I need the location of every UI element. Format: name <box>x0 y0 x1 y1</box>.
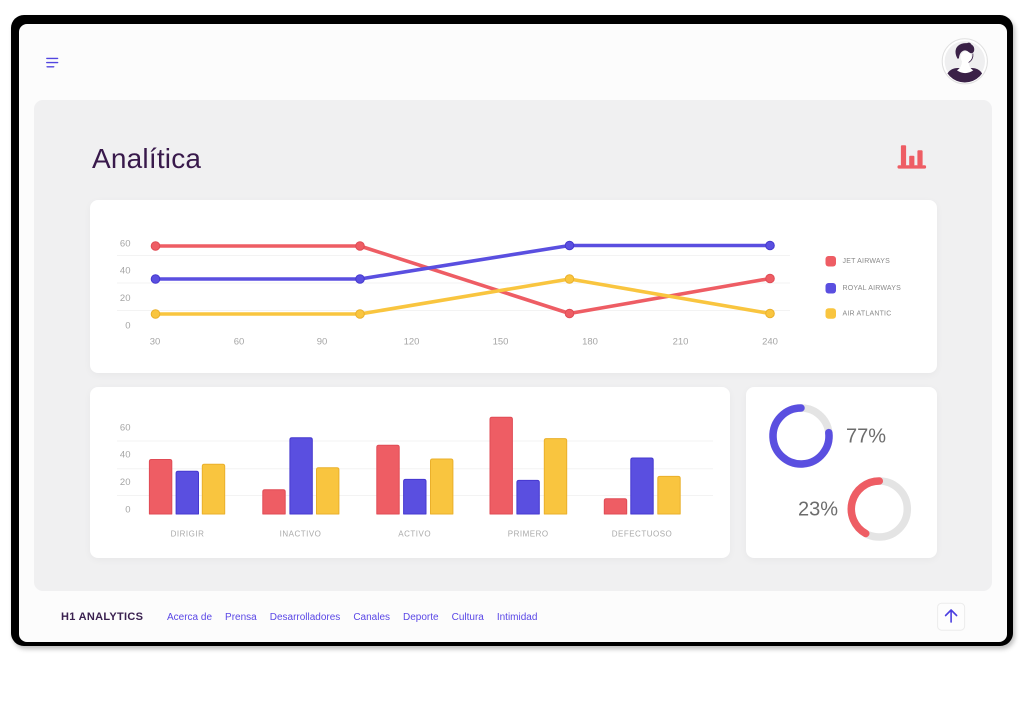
svg-text:23%: 23% <box>798 499 838 521</box>
svg-text:40: 40 <box>120 449 131 460</box>
svg-text:ROYAL AIRWAYS: ROYAL AIRWAYS <box>843 285 902 292</box>
svg-text:90: 90 <box>317 337 328 348</box>
svg-text:20: 20 <box>120 293 131 304</box>
svg-text:210: 210 <box>673 337 689 348</box>
svg-text:240: 240 <box>762 337 778 348</box>
svg-text:77%: 77% <box>846 426 886 448</box>
svg-text:AIR ATLANTIC: AIR ATLANTIC <box>843 310 892 317</box>
svg-text:INACTIVO: INACTIVO <box>280 530 322 539</box>
svg-text:DIRIGIR: DIRIGIR <box>171 530 205 539</box>
svg-text:120: 120 <box>404 337 420 348</box>
svg-text:PRIMERO: PRIMERO <box>508 530 549 539</box>
svg-text:150: 150 <box>493 337 509 348</box>
svg-text:ACTIVO: ACTIVO <box>398 530 431 539</box>
svg-text:0: 0 <box>125 320 130 331</box>
svg-text:40: 40 <box>120 266 131 277</box>
svg-text:JET AIRWAYS: JET AIRWAYS <box>843 258 891 265</box>
svg-text:20: 20 <box>120 477 131 488</box>
svg-text:DEFECTUOSO: DEFECTUOSO <box>612 530 673 539</box>
svg-text:60: 60 <box>120 422 131 433</box>
svg-text:180: 180 <box>582 337 598 348</box>
svg-text:30: 30 <box>150 337 161 348</box>
svg-text:0: 0 <box>125 504 130 515</box>
svg-text:60: 60 <box>120 239 131 250</box>
svg-text:60: 60 <box>234 337 245 348</box>
